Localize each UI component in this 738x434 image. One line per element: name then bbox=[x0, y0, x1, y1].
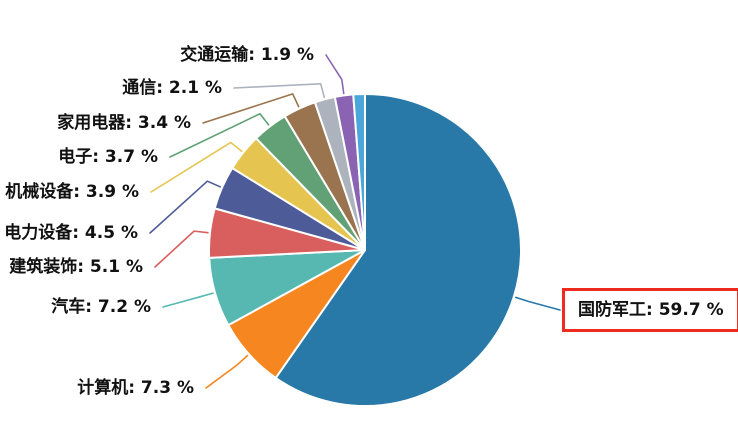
pie-slice-unlabeled-sliver bbox=[352, 92, 366, 251]
pie-label-telecom: 通信: 2.1 % bbox=[122, 78, 222, 98]
pie-slice-defense-military bbox=[274, 93, 522, 407]
pie-label-computer: 计算机: 7.3 % bbox=[77, 378, 194, 398]
leader-line-machinery-equipment bbox=[150, 141, 243, 193]
leader-line-construction-decoration bbox=[154, 230, 209, 268]
pie-slices-group bbox=[208, 92, 522, 407]
leader-lines-group bbox=[149, 54, 561, 389]
pie-label-construction-decoration: 建筑装饰: 5.1 % bbox=[9, 257, 143, 277]
pie-label-automobile: 汽车: 7.2 % bbox=[51, 297, 151, 317]
leader-line-electronics bbox=[169, 112, 270, 158]
leader-line-computer bbox=[205, 354, 249, 389]
pie-label-electronics: 电子: 3.7 % bbox=[58, 147, 158, 167]
leader-line-automobile bbox=[162, 292, 214, 308]
leader-line-home-appliances bbox=[202, 93, 300, 124]
leader-line-defense-military bbox=[514, 296, 561, 311]
leader-line-telecom bbox=[233, 83, 326, 99]
pie-label-home-appliances: 家用电器: 3.4 % bbox=[57, 113, 191, 133]
leader-line-power-equipment bbox=[149, 180, 221, 234]
pie-label-machinery-equipment: 机械设备: 3.9 % bbox=[5, 182, 139, 202]
pie-label-transportation: 交通运输: 1.9 % bbox=[180, 45, 314, 65]
pie-label-power-equipment: 电力设备: 4.5 % bbox=[4, 223, 138, 243]
leader-line-transportation bbox=[325, 54, 345, 95]
highlight-box-label-defense-military: 国防军工: 59.7 % bbox=[562, 288, 738, 332]
